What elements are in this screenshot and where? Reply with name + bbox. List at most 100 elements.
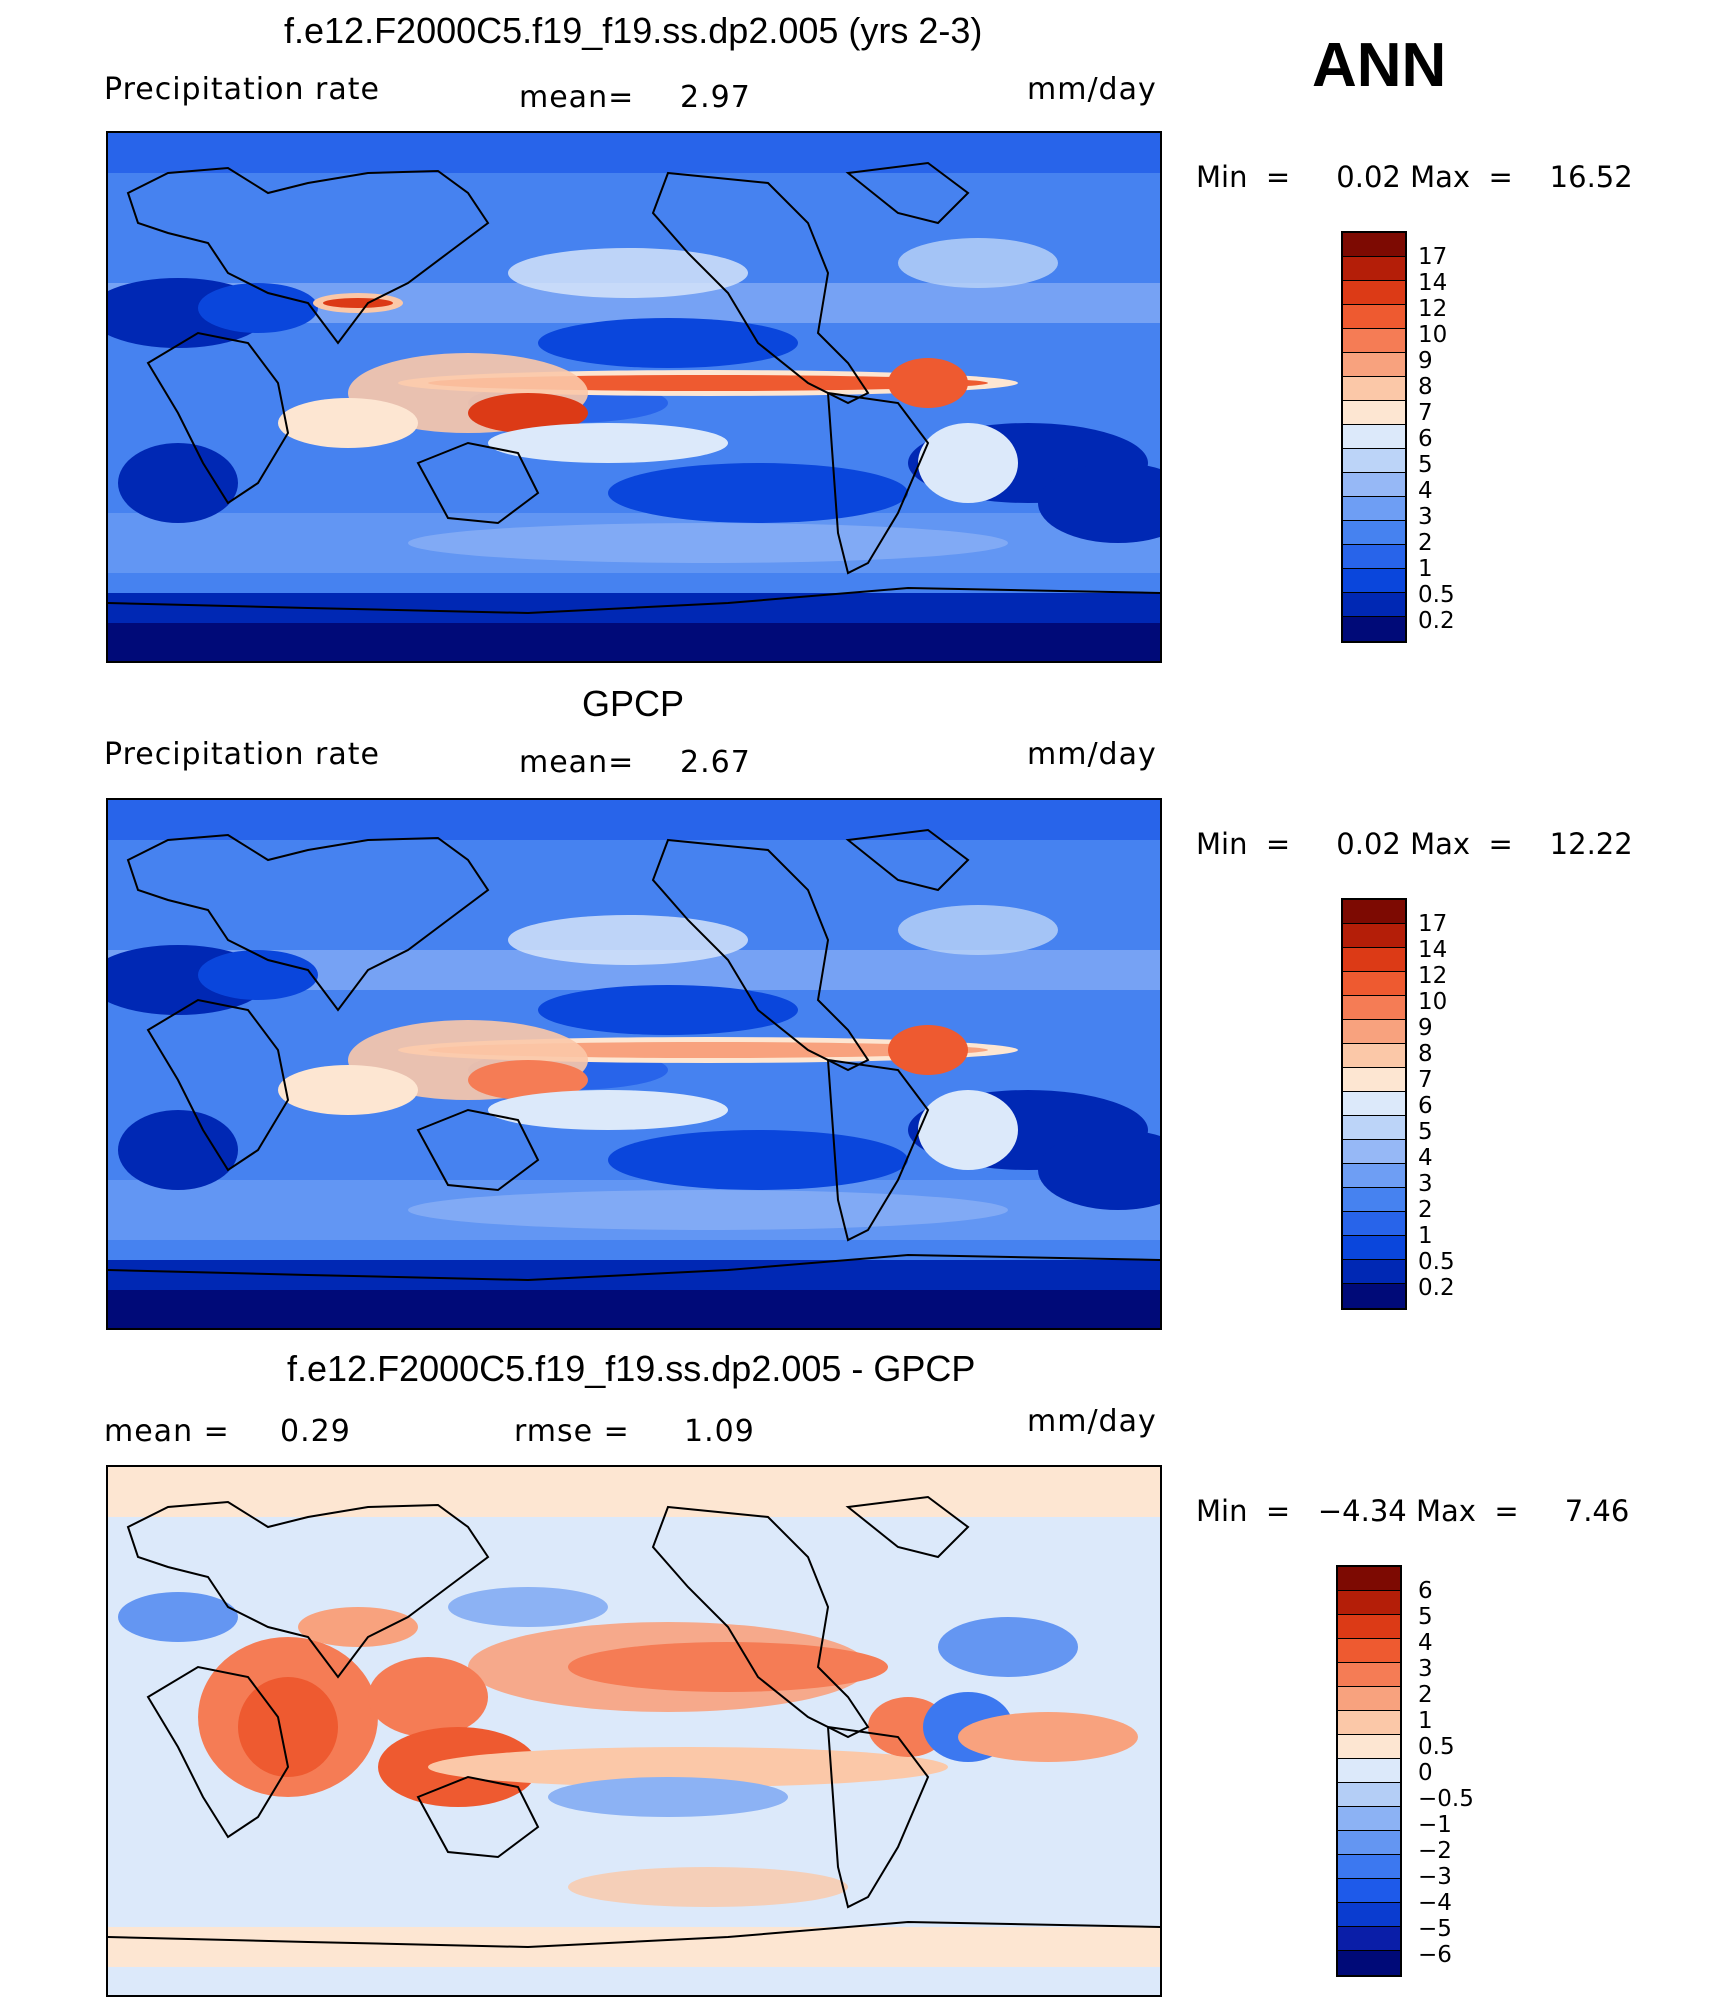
- colorbar-cell: [1343, 948, 1405, 972]
- colorbar-cell: [1343, 972, 1405, 996]
- colorbar-cell: [1343, 1116, 1405, 1140]
- colorbar-cell: [1343, 1068, 1405, 1092]
- colorbar-cell: [1338, 1951, 1400, 1975]
- colorbar-tick-label: 8: [1418, 374, 1433, 400]
- mean-label: mean=: [519, 80, 635, 115]
- colorbar-cell: [1343, 449, 1405, 473]
- mean-value: 0.29: [280, 1414, 351, 1449]
- colorbar-tick-label: 1: [1418, 1223, 1433, 1249]
- coastline: [845, 161, 970, 225]
- coastline: [146, 331, 290, 505]
- colorbar-cell: [1343, 1188, 1405, 1212]
- colorbar-cell: [1338, 1567, 1400, 1591]
- panel-title: f.e12.F2000C5.f19_f19.ss.dp2.005 - GPCP: [287, 1348, 976, 1389]
- mean-label: mean=: [519, 745, 635, 780]
- colorbar-tick-label: −2: [1418, 1838, 1452, 1864]
- panel-obs-precip: GPCP Precipitation rate mean= 2.67 mm/da…: [0, 667, 1710, 1333]
- colorbar-cell: [1338, 1879, 1400, 1903]
- colorbar-tick-label: 14: [1418, 270, 1448, 296]
- colorbar-tick-label: 3: [1418, 504, 1433, 530]
- colorbar-tick-label: 5: [1418, 452, 1433, 478]
- colorbar-cell: [1343, 257, 1405, 281]
- season-label: ANN: [1312, 31, 1447, 100]
- colorbar-cell: [1343, 353, 1405, 377]
- colorbar-tick-label: 17: [1418, 911, 1448, 937]
- colorbar: [1336, 1565, 1402, 1977]
- colorbar-cell: [1343, 924, 1405, 948]
- colorbar-cell: [1343, 521, 1405, 545]
- colorbar-cell: [1343, 1164, 1405, 1188]
- colorbar-cell: [1343, 1236, 1405, 1260]
- units-label: mm/day: [1027, 72, 1157, 107]
- coastline: [108, 1253, 1160, 1282]
- colorbar-cell: [1343, 1260, 1405, 1284]
- coastline: [146, 998, 290, 1172]
- colorbar-tick-label: 2: [1418, 1197, 1433, 1223]
- colorbar-tick-label: 0.5: [1418, 582, 1455, 608]
- colorbar-cell: [1338, 1807, 1400, 1831]
- precip-map: [106, 131, 1162, 663]
- colorbar: [1341, 231, 1407, 643]
- colorbar-tick-label: 6: [1418, 1093, 1433, 1119]
- colorbar-tick-label: −0.5: [1418, 1786, 1474, 1812]
- min-label: Min =: [1196, 160, 1291, 194]
- colorbar-tick-label: 0.2: [1418, 1275, 1455, 1301]
- colorbar-tick-label: 6: [1418, 1578, 1433, 1604]
- max-label: Max =: [1415, 1494, 1519, 1528]
- colorbar-cell: [1343, 473, 1405, 497]
- colorbar-cell: [1338, 1903, 1400, 1927]
- colorbar-cell: [1343, 1212, 1405, 1236]
- colorbar-tick-label: 2: [1418, 530, 1433, 556]
- colorbar-cell: [1343, 281, 1405, 305]
- colorbar-tick-label: 4: [1418, 1630, 1433, 1656]
- coastline: [826, 1725, 930, 1909]
- colorbar-tick-label: −1: [1418, 1812, 1452, 1838]
- panel-difference: f.e12.F2000C5.f19_f19.ss.dp2.005 - GPCP …: [0, 1334, 1710, 2000]
- colorbar-cell: [1338, 1639, 1400, 1663]
- colorbar-cell: [1338, 1591, 1400, 1615]
- min-value: −4.34: [1317, 1494, 1407, 1528]
- colorbar-cell: [1338, 1831, 1400, 1855]
- colorbar-cell: [1343, 617, 1405, 641]
- units-label: mm/day: [1027, 1404, 1157, 1439]
- colorbar-tick-label: 5: [1418, 1119, 1433, 1145]
- colorbar-cell: [1338, 1687, 1400, 1711]
- colorbar-cell: [1343, 497, 1405, 521]
- colorbar-cell: [1343, 593, 1405, 617]
- min-max-readout: Min = 0.02 Max = 12.22: [1196, 827, 1633, 861]
- coastline: [146, 1665, 290, 1839]
- colorbar-tick-label: 17: [1418, 244, 1448, 270]
- min-max-readout: Min = −4.34 Max = 7.46: [1196, 1494, 1629, 1528]
- coastline: [416, 1775, 540, 1859]
- coastline: [826, 1058, 930, 1242]
- min-value: 0.02: [1336, 160, 1401, 194]
- colorbar-cell: [1343, 996, 1405, 1020]
- colorbar-tick-label: 6: [1418, 426, 1433, 452]
- colorbar-tick-label: 0: [1418, 1760, 1433, 1786]
- colorbar-tick-label: −6: [1418, 1942, 1452, 1968]
- colorbar-cell: [1343, 1092, 1405, 1116]
- max-label: Max =: [1410, 827, 1513, 861]
- colorbar-cell: [1343, 425, 1405, 449]
- variable-label: Precipitation rate: [104, 72, 380, 107]
- colorbar-cell: [1343, 569, 1405, 593]
- variable-label: Precipitation rate: [104, 737, 380, 772]
- coastline: [416, 441, 540, 525]
- colorbar-tick-label: 9: [1418, 1015, 1433, 1041]
- colorbar-cell: [1343, 401, 1405, 425]
- colorbar-tick-label: 0.5: [1418, 1249, 1455, 1275]
- colorbar-cell: [1343, 1140, 1405, 1164]
- colorbar-tick-label: 8: [1418, 1041, 1433, 1067]
- coastline: [108, 1920, 1160, 1949]
- mean-label: mean =: [104, 1414, 230, 1449]
- panel-title: f.e12.F2000C5.f19_f19.ss.dp2.005 (yrs 2-…: [284, 10, 983, 51]
- max-value: 7.46: [1564, 1494, 1630, 1528]
- colorbar-cell: [1343, 233, 1405, 257]
- colorbar-cell: [1338, 1663, 1400, 1687]
- panel-title: GPCP: [582, 683, 685, 724]
- difference-map: [106, 1465, 1162, 1997]
- colorbar-tick-label: 1: [1418, 556, 1433, 582]
- rmse-label: rmse =: [514, 1414, 630, 1449]
- coastline: [845, 828, 970, 892]
- coastline: [126, 166, 490, 345]
